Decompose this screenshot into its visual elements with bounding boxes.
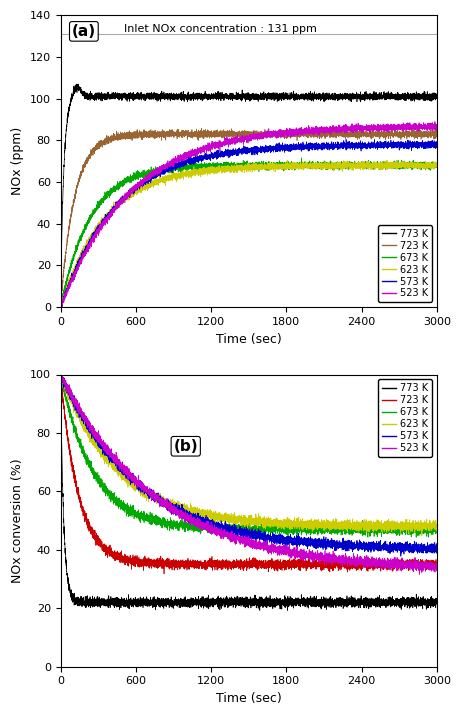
Text: Inlet NOx concentration : 131 ppm: Inlet NOx concentration : 131 ppm — [124, 24, 317, 34]
Legend: 773 K, 723 K, 673 K, 623 K, 573 K, 523 K: 773 K, 723 K, 673 K, 623 K, 573 K, 523 K — [377, 379, 432, 457]
Text: (a): (a) — [72, 24, 96, 39]
X-axis label: Time (sec): Time (sec) — [216, 692, 281, 705]
Legend: 773 K, 723 K, 673 K, 623 K, 573 K, 523 K: 773 K, 723 K, 673 K, 623 K, 573 K, 523 K — [377, 225, 432, 302]
Y-axis label: NOx (ppm): NOx (ppm) — [11, 127, 24, 195]
Text: (b): (b) — [173, 439, 198, 454]
X-axis label: Time (sec): Time (sec) — [216, 332, 281, 346]
Y-axis label: NOx conversion (%): NOx conversion (%) — [11, 458, 24, 583]
